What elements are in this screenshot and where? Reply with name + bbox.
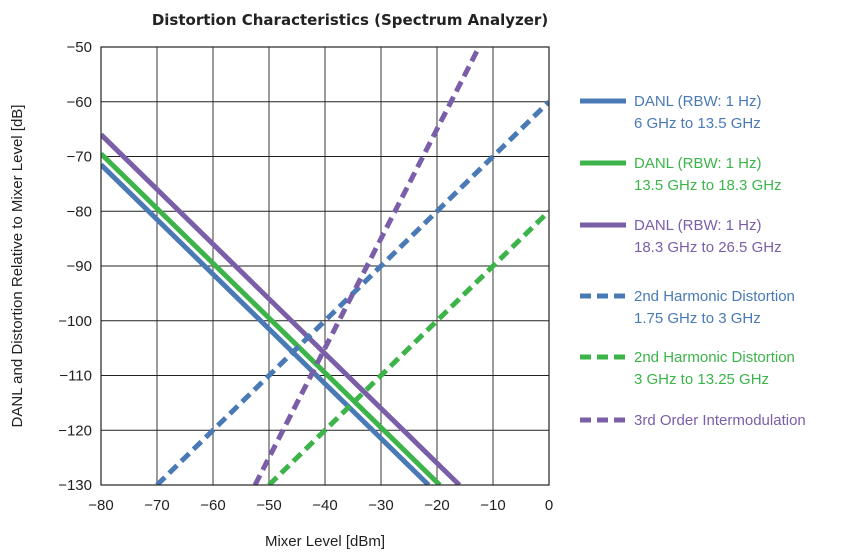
legend-label: 3rd Order Intermodulation [634, 412, 806, 429]
x-tick-label: −10 [480, 497, 505, 514]
legend-sublabel: 6 GHz to 13.5 GHz [634, 115, 761, 132]
legend-label: 2nd Harmonic Distortion [634, 288, 795, 305]
x-tick-label: −70 [144, 497, 169, 514]
series-line-4 [155, 99, 549, 485]
y-tick-label: −110 [59, 368, 92, 385]
legend-sublabel: 3 GHz to 13.25 GHz [634, 371, 769, 388]
y-tick-label: −50 [67, 39, 92, 56]
x-tick-label: −60 [200, 497, 225, 514]
series-line-2 [101, 151, 442, 485]
y-tick-label: −60 [67, 94, 92, 111]
x-tick-label: 0 [545, 497, 553, 514]
y-tick-label: −120 [58, 422, 92, 439]
x-tick-label: −50 [256, 497, 281, 514]
series-line-3 [101, 132, 462, 485]
legend-label: DANL (RBW: 1 Hz) [634, 155, 762, 172]
x-tick-label: −40 [312, 497, 337, 514]
series-line-5 [267, 209, 549, 485]
x-tick-label: −30 [368, 497, 393, 514]
legend: DANL (RBW: 1 Hz) 6 GHz to 13.5 GHz DANL (R… [580, 93, 806, 429]
grid [100, 46, 550, 486]
legend-sublabel: 1.75 GHz to 3 GHz [634, 310, 761, 327]
x-tick-label: −20 [424, 497, 449, 514]
series-lines [101, 47, 549, 485]
series-line-1 [101, 162, 431, 485]
chart-title: Distortion Characteristics (Spectrum Ana… [152, 11, 548, 29]
y-axis-ticks: −50 −60 −70 −80 −90 −100 −110 −120 −130 [58, 39, 92, 494]
plot-frame [100, 46, 550, 486]
legend-label: 2nd Harmonic Distortion [634, 349, 795, 366]
legend-sublabel: 18.3 GHz to 26.5 GHz [634, 239, 782, 256]
y-axis-label: DANL and Distortion Relative to Mixer Le… [9, 105, 26, 428]
legend-label: DANL (RBW: 1 Hz) [634, 93, 762, 110]
y-tick-label: −100 [58, 313, 92, 330]
x-axis-ticks: −80 −70 −60 −50 −40 −30 −20 −10 0 [88, 497, 553, 514]
y-tick-label: −80 [67, 203, 92, 220]
y-tick-label: −90 [67, 258, 92, 275]
x-axis-label: Mixer Level [dBm] [265, 533, 385, 550]
legend-label: DANL (RBW: 1 Hz) [634, 217, 762, 234]
series-line-6 [252, 47, 482, 485]
x-tick-label: −80 [88, 497, 113, 514]
y-tick-label: −130 [58, 477, 92, 494]
y-tick-label: −70 [67, 149, 92, 166]
legend-sublabel: 13.5 GHz to 18.3 GHz [634, 177, 782, 194]
